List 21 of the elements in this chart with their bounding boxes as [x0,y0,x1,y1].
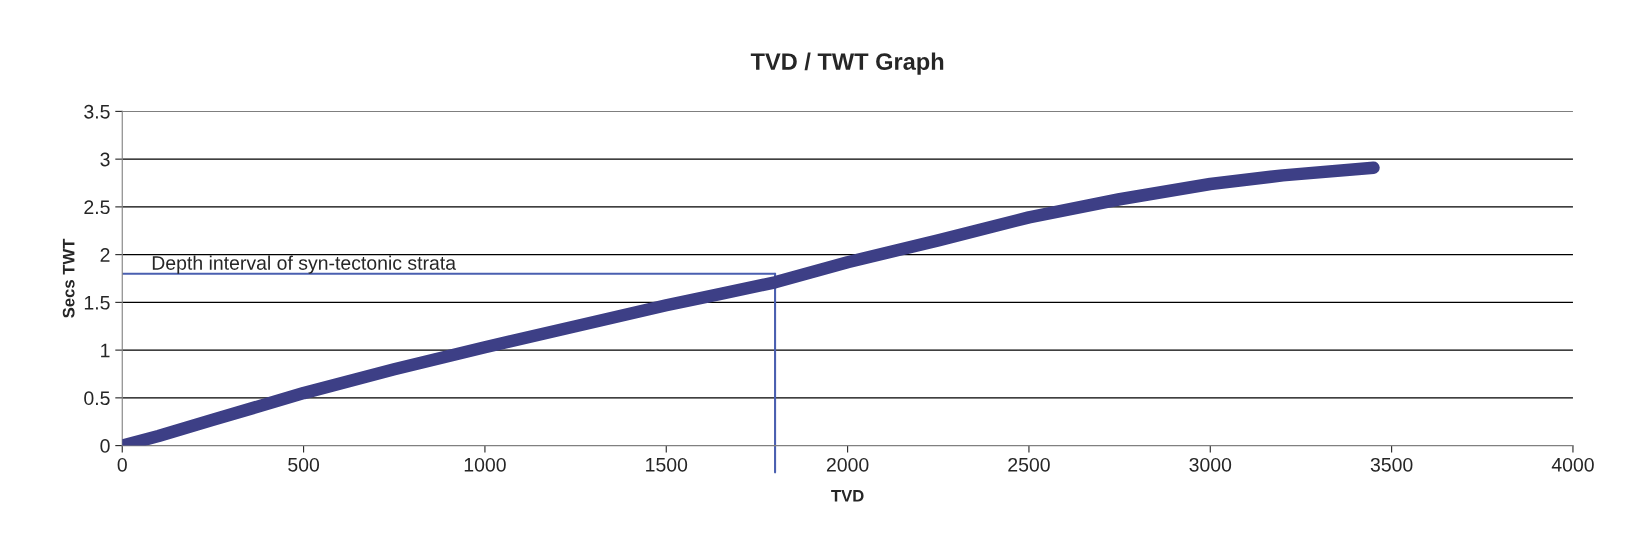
x-tick-label: 500 [288,457,320,472]
x-tick-label: 2500 [1008,457,1050,472]
y-tick-label: 1 [101,343,110,358]
x-tick-label: 3500 [1370,457,1413,472]
y-tick-label: 1.5 [84,296,110,310]
x-tick-label: 1000 [464,457,506,472]
y-tick-label: 2 [100,248,110,262]
x-tick-label: 2000 [826,457,869,472]
y-tick-label: 3.5 [84,104,110,119]
x-tick-label: 0 [117,457,127,472]
y-axis-title: Secs TWT [62,238,75,318]
y-tick-label: 0.5 [84,391,110,406]
y-tick-label: 2.5 [84,200,110,215]
chart-title: TVD / TWT Graph [750,52,944,75]
y-tick-label: 3 [100,152,110,167]
y-tick-label: 0 [100,439,110,453]
x-axis-title: TVD [831,490,864,502]
x-tick-label: 3000 [1189,457,1232,472]
ref-line-label: Depth interval of syn-tectonic strata [152,255,457,274]
x-tick-label: 4000 [1551,457,1594,472]
x-tick-label: 1500 [646,457,688,472]
